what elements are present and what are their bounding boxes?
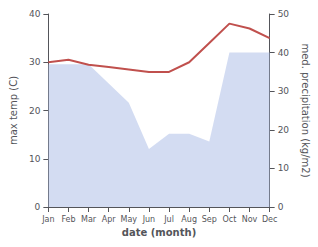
svg-text:date (month): date (month) — [122, 227, 196, 238]
svg-text:Jul: Jul — [163, 215, 174, 224]
svg-text:max temp (C): max temp (C) — [8, 76, 19, 145]
svg-text:Mar: Mar — [81, 215, 97, 224]
svg-text:10: 10 — [29, 154, 41, 164]
svg-text:Oct: Oct — [222, 215, 236, 224]
svg-text:Sep: Sep — [202, 215, 217, 224]
svg-text:40: 40 — [278, 48, 290, 58]
svg-text:Dec: Dec — [262, 215, 277, 224]
svg-text:30: 30 — [278, 86, 290, 96]
svg-text:20: 20 — [29, 106, 41, 116]
svg-text:50: 50 — [278, 9, 290, 19]
svg-text:40: 40 — [29, 9, 41, 19]
svg-text:Jan: Jan — [41, 215, 54, 224]
svg-text:Feb: Feb — [61, 215, 75, 224]
svg-text:Nov: Nov — [242, 215, 258, 224]
svg-text:med. precipitation (kg/m2): med. precipitation (kg/m2) — [300, 43, 311, 177]
svg-text:20: 20 — [278, 125, 290, 135]
svg-text:10: 10 — [278, 163, 290, 173]
svg-text:May: May — [121, 215, 138, 224]
svg-text:Aug: Aug — [181, 215, 197, 224]
svg-text:0: 0 — [35, 202, 41, 212]
svg-text:0: 0 — [278, 202, 284, 212]
svg-text:Jun: Jun — [142, 215, 156, 224]
svg-text:30: 30 — [29, 57, 41, 67]
svg-text:Apr: Apr — [102, 215, 117, 224]
